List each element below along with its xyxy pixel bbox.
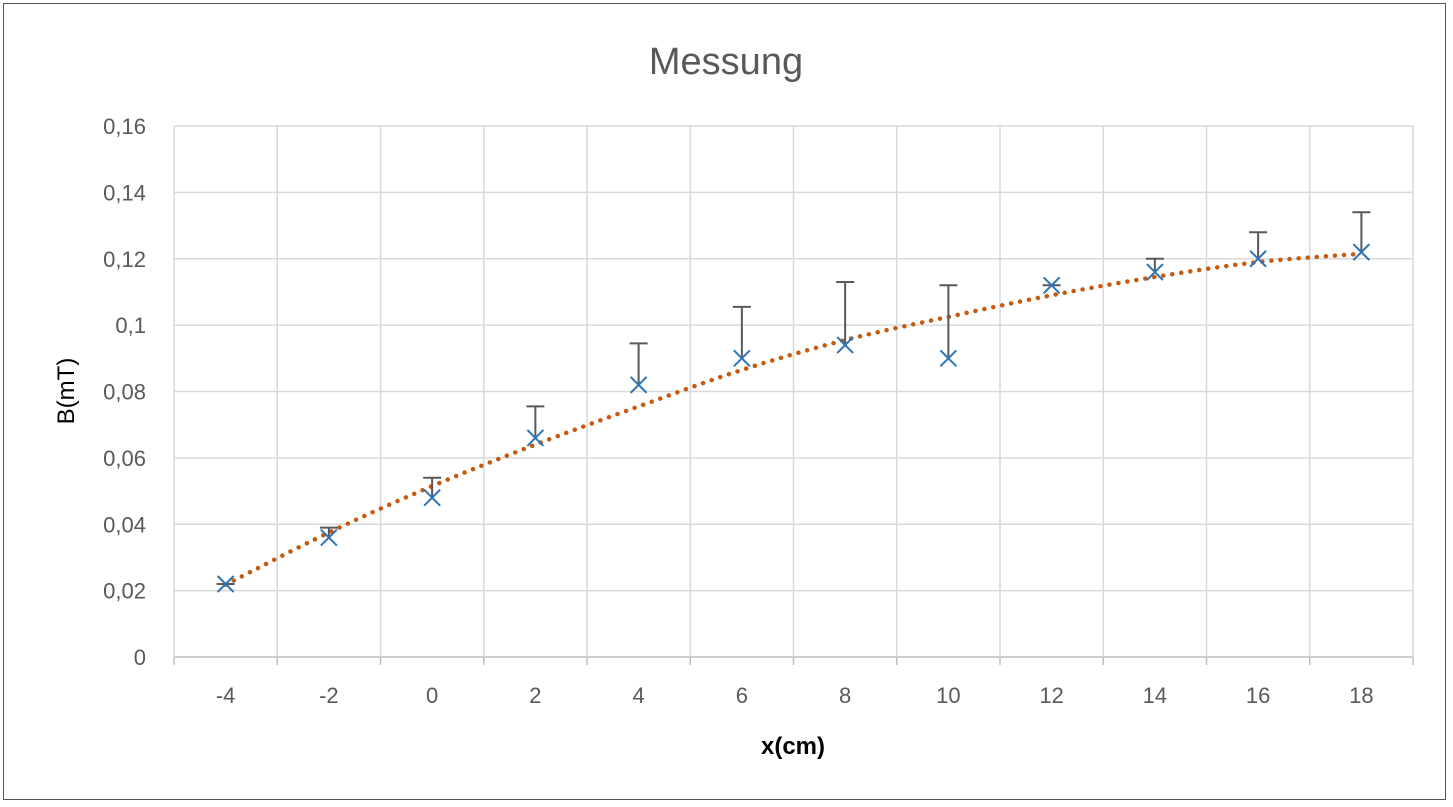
y-tick-label: 0,1 <box>115 313 146 338</box>
data-point <box>1042 276 1061 295</box>
x-tick-label: 8 <box>839 683 851 708</box>
marker-stroke <box>423 488 441 507</box>
marker-stroke <box>629 376 648 394</box>
x-tick-label: 16 <box>1246 683 1270 708</box>
x-axis-title: x(cm) <box>761 733 825 760</box>
y-axis-title: B(mT) <box>53 358 80 425</box>
data-point <box>939 349 958 368</box>
y-tick-label: 0,12 <box>103 247 146 272</box>
trendline-path <box>223 251 1364 587</box>
y-tick-label: 0,02 <box>103 579 146 604</box>
marker-stroke <box>320 528 338 547</box>
x-tick-label: 4 <box>633 683 645 708</box>
x-tick-label: 14 <box>1143 683 1167 708</box>
x-tick-labels: -4 -2 0 2 4 6 8 10 12 14 16 18 <box>216 683 1374 708</box>
marker-stroke <box>1249 250 1267 268</box>
data-point <box>733 349 751 368</box>
error-bars <box>216 211 1371 585</box>
x-tick-label: 6 <box>736 683 748 708</box>
marker-stroke <box>526 429 545 447</box>
y-tick-labels: 0 0,02 0,04 0,06 0,08 0,1 0,12 0,14 0,16 <box>103 114 146 670</box>
data-point <box>1146 263 1164 281</box>
data-points <box>216 243 1371 593</box>
marker-stroke <box>1352 243 1371 261</box>
data-point <box>423 488 441 507</box>
marker-stroke <box>1042 276 1061 295</box>
y-tick-label: 0,06 <box>103 446 146 471</box>
chart-frame <box>3 3 1446 800</box>
marker-stroke <box>733 349 751 368</box>
data-point <box>836 336 854 354</box>
x-tick-label: -2 <box>319 683 339 708</box>
marker-stroke <box>1146 263 1164 281</box>
chart-title: Messung <box>649 41 803 83</box>
data-point <box>526 429 545 447</box>
marker-stroke <box>939 349 958 368</box>
grid <box>173 125 1414 665</box>
data-point <box>216 575 235 593</box>
y-tick-label: 0,14 <box>103 180 146 205</box>
y-tick-label: 0,04 <box>103 512 146 537</box>
marker-stroke <box>836 336 854 354</box>
x-tick-label: 2 <box>529 683 541 708</box>
x-tick-label: 18 <box>1349 683 1373 708</box>
trendline <box>223 251 1364 587</box>
x-tick-label: -4 <box>216 683 236 708</box>
y-tick-label: 0,08 <box>103 380 146 405</box>
x-tick-label: 10 <box>936 683 960 708</box>
data-point <box>629 376 648 394</box>
y-tick-label: 0 <box>134 645 146 670</box>
data-point <box>320 528 338 547</box>
x-tick-label: 12 <box>1039 683 1063 708</box>
marker-stroke <box>216 575 235 593</box>
y-tick-label: 0,16 <box>103 114 146 139</box>
data-point <box>1249 250 1267 268</box>
x-tick-label: 0 <box>426 683 438 708</box>
data-point <box>1352 243 1371 261</box>
